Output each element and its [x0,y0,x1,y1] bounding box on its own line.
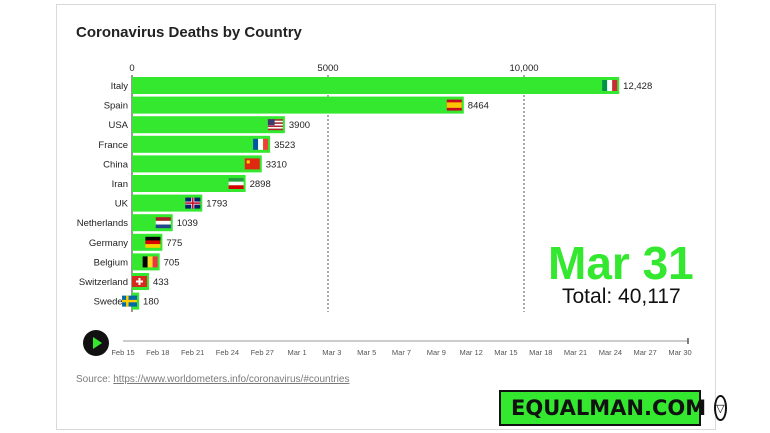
category-label: Belgium [94,257,128,268]
timeline-label: Mar 21 [564,348,587,357]
category-label: Sweden [94,297,128,308]
timeline-label: Feb 24 [216,348,239,357]
timeline-label: Mar 7 [392,348,411,357]
timeline-label: Mar 1 [287,348,306,357]
usa-flag [267,119,283,131]
belgium-flag [142,256,158,268]
category-label: Iran [112,179,128,190]
timeline-label: Mar 24 [599,348,622,357]
category-label: France [98,140,128,151]
total-value: 40,117 [618,285,681,308]
timeline-label: Feb 27 [251,348,274,357]
bar-italy [132,77,620,94]
source-line: Source: https://www.worldometers.info/co… [76,374,349,385]
timeline-label: Mar 12 [459,348,482,357]
chart-title: Coronavirus Deaths by Country [76,24,302,41]
value-label: 180 [143,297,159,308]
netherlands-flag [155,217,171,229]
value-label: 1793 [206,199,227,210]
value-label: 1039 [177,218,198,229]
uk-flag [185,197,201,209]
germany-flag [145,236,161,248]
value-label: 2898 [250,179,271,190]
category-label: Netherlands [77,218,128,229]
x-tick-label: 5000 [317,63,338,74]
timeline-label: Feb 15 [111,348,134,357]
total-display: Total: 40,117 [562,285,681,309]
value-label: 705 [164,257,180,268]
value-label: 775 [166,238,182,249]
bar-spain [132,96,464,114]
timeline-label: Mar 30 [668,348,691,357]
category-label: USA [108,120,128,131]
play-icon [93,337,102,349]
switzerland-flag [131,276,147,287]
timeline-label: Mar 3 [322,348,341,357]
timeline-label: Mar 9 [427,348,446,357]
play-button[interactable] [83,330,109,356]
value-label: 3310 [266,159,287,170]
timeline-label: Mar 27 [634,348,657,357]
category-label: Germany [89,238,128,249]
brand-text: EQUALMAN.COM [511,396,707,420]
category-label: UK [115,199,129,210]
sweden-flag [122,295,138,307]
category-label: China [103,159,129,170]
value-label: 8464 [468,101,489,112]
bar-iran [132,175,246,192]
bar-china [132,155,262,173]
spain-flag [446,99,462,111]
source-link[interactable]: https://www.worldometers.info/coronaviru… [113,374,350,385]
value-label: 433 [153,277,169,288]
bar-uk [132,194,203,212]
bar-france [132,135,271,153]
iran-flag [228,178,244,189]
category-label: Spain [104,101,128,112]
italy-flag [602,80,618,91]
timeline-label: Feb 18 [146,348,169,357]
timeline-label: Mar 15 [494,348,517,357]
category-label: Italy [111,81,129,92]
china-flag [244,158,260,170]
source-prefix: Source: [76,374,111,385]
brand-badge[interactable]: EQUALMAN.COM ▽ [499,390,727,426]
timeline-label: Mar 18 [529,348,552,357]
value-label: 3900 [289,120,310,131]
timeline-label: Feb 21 [181,348,204,357]
current-date: Mar 31 [548,237,694,289]
timeline-label: Mar 5 [357,348,376,357]
value-label: 12,428 [623,81,652,92]
france-flag [253,138,269,150]
total-label: Total: [562,285,613,308]
value-label: 3523 [274,140,295,151]
category-label: Switzerland [79,277,128,288]
x-tick-label: 10,000 [509,63,538,74]
x-tick-label: 0 [129,63,134,74]
shield-v-icon: ▽ [714,395,727,421]
bar-usa [132,116,285,134]
